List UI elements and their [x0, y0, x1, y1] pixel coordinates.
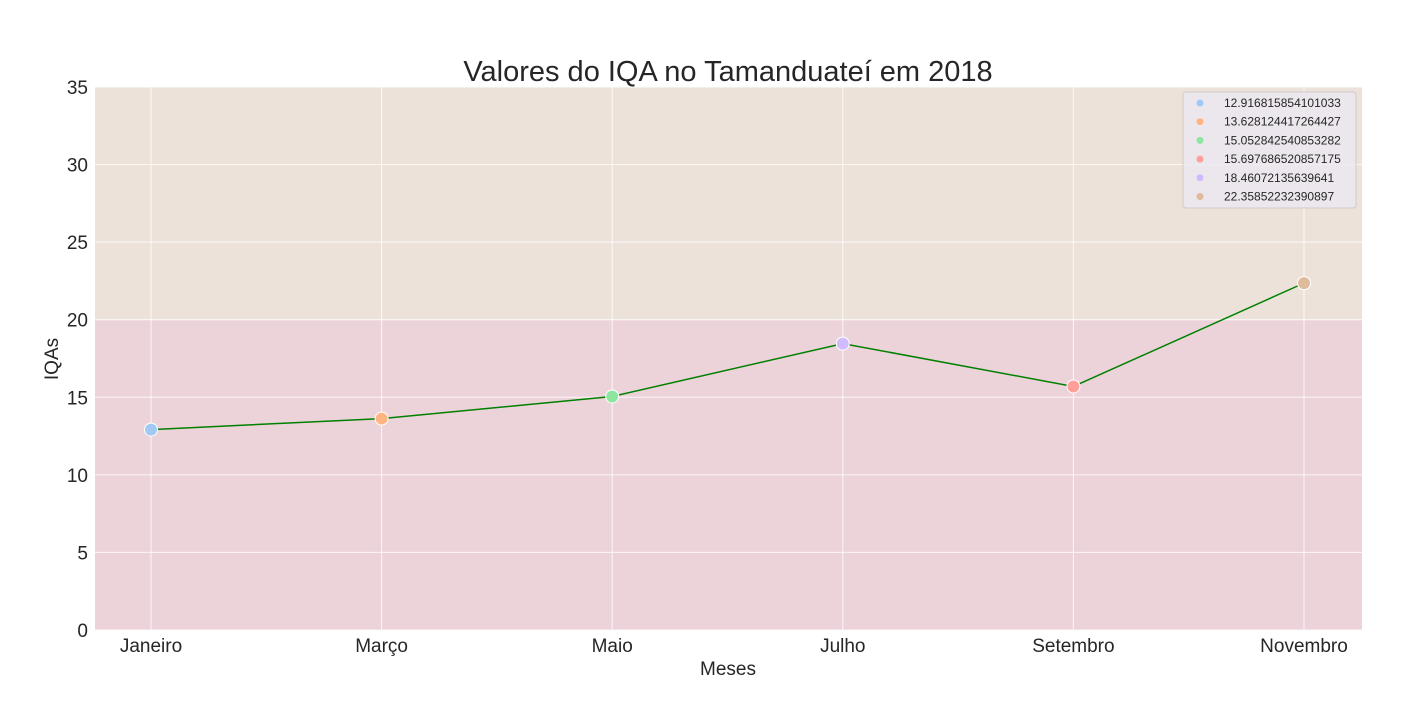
series-layer — [144, 276, 1311, 437]
y-tick-label-1: 5 — [77, 543, 88, 564]
x-tick-label-2: Maio — [592, 636, 633, 657]
data-point-2 — [605, 389, 620, 404]
y-tick-label-0: 0 — [77, 621, 88, 642]
data-point-0 — [144, 422, 158, 437]
legend-label-2: 15.052842540853282 — [1224, 133, 1341, 147]
series-line — [150, 282, 1305, 431]
band-1 — [95, 87, 1362, 320]
y-tick-label-5: 25 — [67, 233, 88, 254]
x-tick-label-5: Novembro — [1260, 636, 1348, 657]
legend: 12.916815854101033 13.628124417264427 15.0… — [1182, 91, 1357, 209]
data-point-1 — [374, 411, 389, 426]
legend-marker-1 — [1196, 118, 1204, 126]
grid-lines — [95, 86, 1362, 631]
y-tick-label-3: 15 — [67, 388, 88, 409]
legend-label-4: 18.46072135639641 — [1224, 171, 1334, 185]
legend-marker-2 — [1196, 136, 1204, 144]
x-tick-label-0: Janeiro — [120, 636, 182, 657]
background-bands — [95, 87, 1362, 630]
legend-label-1: 13.628124417264427 — [1224, 115, 1341, 129]
x-tick-label-1: Março — [355, 636, 408, 657]
legend-marker-5 — [1196, 193, 1204, 200]
y-tick-label-7: 35 — [67, 78, 88, 99]
legend-marker-0 — [1196, 99, 1204, 107]
y-tick-label-4: 20 — [67, 311, 88, 332]
y-tick-label-2: 10 — [67, 466, 88, 487]
x-tick-label-4: Setembro — [1032, 636, 1114, 657]
x-tick-label-3: Julho — [820, 636, 865, 657]
legend-marker-3 — [1196, 155, 1204, 163]
data-point-4 — [1066, 379, 1081, 394]
y-axis-label: IQAs — [42, 338, 63, 380]
legend-label-5: 22.35852232390897 — [1224, 190, 1334, 204]
legend-box — [1182, 91, 1357, 209]
y-axis-ticks: 0 5 10 15 20 25 30 35 — [67, 78, 88, 642]
y-tick-label-6: 30 — [67, 156, 88, 177]
data-point-5 — [1297, 276, 1311, 291]
x-axis-ticks: Janeiro Março Maio Julho Setembro Novembro — [120, 636, 1348, 657]
chart-title: Valores do IQA no Tamanduateí em 2018 — [463, 56, 992, 88]
x-axis-label: Meses — [700, 659, 756, 680]
data-point-3 — [835, 336, 850, 351]
legend-label-0: 12.916815854101033 — [1224, 96, 1341, 110]
legend-marker-4 — [1196, 174, 1204, 182]
legend-label-3: 15.697686520857175 — [1224, 152, 1341, 166]
